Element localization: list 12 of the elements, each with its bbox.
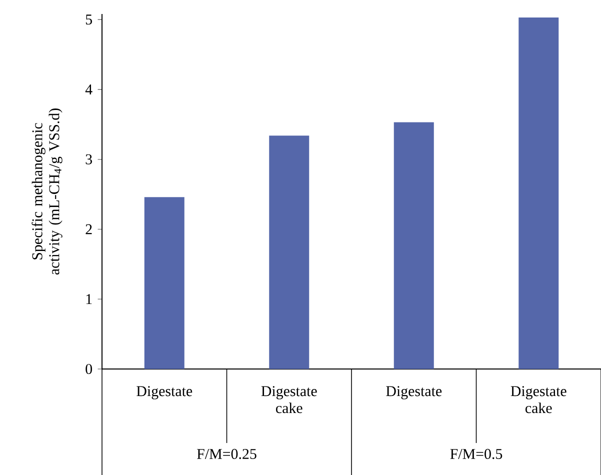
x-tick-label: Digestate [136,386,192,400]
x-tick-label: Digestate cake [510,386,566,414]
y-tick-label: 4 [85,84,92,94]
x-tick-label: Digestate [386,386,442,400]
text: F/M=0.25 [197,448,256,460]
x-tick-label: Digestate cake [261,386,317,414]
y-tick-label: 5 [86,14,92,25]
y-tick-label: 3 [86,154,92,164]
y-tick-label: 0 [86,364,92,374]
y-tick-label: 1 [86,294,92,304]
text: F/M=0.5 [450,448,502,460]
y-tick-label: 2 [86,224,92,234]
